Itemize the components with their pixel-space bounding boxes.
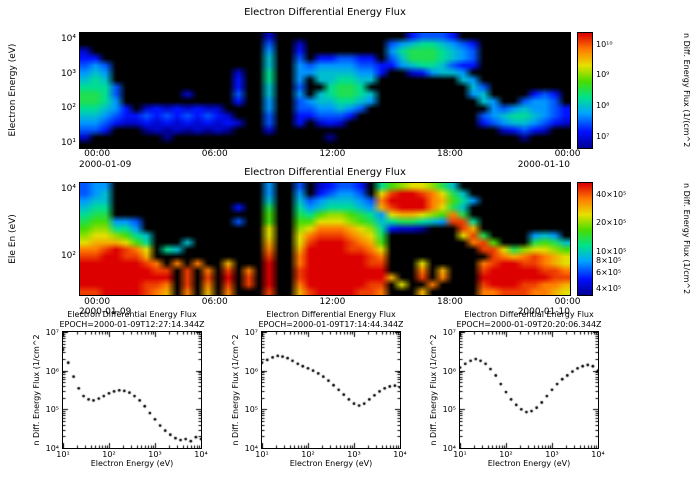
cut1-plot-area <box>62 331 202 449</box>
x-tick-label: 10¹ <box>56 450 70 459</box>
y-tick-label: 10⁵ <box>442 405 456 415</box>
x-tick-label: 10³ <box>347 450 361 459</box>
y-tick-label: 10⁶ <box>442 366 456 376</box>
x-tick-label: 12:00 <box>319 297 346 307</box>
x-tick-label: 00:00 <box>84 297 111 307</box>
spec1-colorbar <box>577 32 593 149</box>
cut2-x-axis-label: Electron Energy (eV) <box>289 459 373 468</box>
spec1-colorbar-label: n Diff. Energy Flux (1/(cm^2 <box>682 33 691 148</box>
cut1-epoch: EPOCH=2000-01-09T12:27:14.344Z <box>59 320 205 329</box>
y-tick-label: 10² <box>60 251 76 262</box>
cut2-scatter-canvas <box>262 332 400 448</box>
y-tick-label: 10⁴ <box>60 34 76 45</box>
cut2-plot-area <box>261 331 401 449</box>
cut3-y-axis-label: n Diff. Energy Flux (1/cm^2 <box>429 334 438 446</box>
cut2-y-axis-label: n Diff. Energy Flux (1/cm^2 <box>231 334 240 446</box>
spec2-colorbar <box>577 182 593 296</box>
spec1-end-date: 2000-01-10 <box>517 160 570 170</box>
y-tick-label: 10⁶ <box>45 366 59 376</box>
y-tick-label: 10⁵ <box>244 405 258 415</box>
x-tick-label: 06:00 <box>201 149 228 159</box>
colorbar-tick-label: 20×10⁵ <box>596 218 627 228</box>
x-tick-label: 18:00 <box>436 297 463 307</box>
x-tick-label: 10³ <box>148 450 162 459</box>
y-tick-label: 10⁴ <box>60 184 76 195</box>
cut2-epoch: EPOCH=2000-01-09T17:14:44.344Z <box>258 320 404 329</box>
y-tick-label: 10⁵ <box>45 405 59 415</box>
spec2-colorbar-canvas <box>578 183 592 295</box>
y-tick-label: 10⁷ <box>442 328 456 337</box>
colorbar-tick-label: 8×10⁵ <box>596 255 622 265</box>
y-tick-label: 10⁷ <box>45 328 59 337</box>
spec2-end-date: 2000-01-10 <box>517 307 570 317</box>
spec1-colorbar-canvas <box>578 33 592 148</box>
x-tick-label: 10³ <box>545 450 559 459</box>
spec1-plot-area <box>79 32 571 149</box>
colorbar-tick-label: 10⁷ <box>596 131 610 141</box>
colorbar-tick-label: 10×10⁵ <box>596 246 627 256</box>
cut3-scatter-canvas <box>460 332 598 448</box>
y-tick-label: 10⁷ <box>244 328 258 337</box>
cut3-epoch: EPOCH=2000-01-09T20:20:06.344Z <box>456 320 602 329</box>
x-tick-label: 10² <box>301 450 315 459</box>
spec2-heatmap-canvas <box>80 183 570 295</box>
y-tick-label: 10⁶ <box>244 366 258 376</box>
spec1-heatmap-canvas <box>80 33 570 148</box>
spec1-title: Electron Differential Energy Flux <box>244 7 406 18</box>
spec2-start-date: 2000-01-09 <box>79 307 132 317</box>
x-tick-label: 10² <box>102 450 116 459</box>
cut1-title: Electron Differential Energy Flux <box>67 310 197 319</box>
colorbar-tick-label: 4×10⁵ <box>596 284 622 294</box>
colorbar-tick-label: 10⁸ <box>596 101 610 111</box>
y-tick-label: 10⁴ <box>244 444 258 453</box>
x-tick-label: 18:00 <box>436 149 463 159</box>
cut3-plot-area <box>459 331 599 449</box>
y-tick-label: 10⁴ <box>442 444 456 453</box>
spec2-title: Electron Differential Energy Flux <box>244 167 406 178</box>
x-tick-label: 10⁴ <box>591 450 605 459</box>
spec1-y-axis-label: Electron Energy (eV) <box>8 43 18 137</box>
y-tick-label: 10¹ <box>60 137 76 148</box>
x-tick-label: 10⁴ <box>393 450 407 459</box>
x-tick-label: 10² <box>499 450 513 459</box>
cut3-x-axis-label: Electron Energy (eV) <box>487 459 571 468</box>
colorbar-tick-label: 10¹⁰ <box>596 39 613 49</box>
y-tick-label: 10³ <box>60 68 76 79</box>
colorbar-tick-label: 10⁹ <box>596 70 610 80</box>
spec2-plot-area <box>79 182 571 296</box>
cut2-title: Electron Differential Energy Flux <box>266 310 396 319</box>
x-tick-label: 00:00 <box>554 149 581 159</box>
spec2-colorbar-label: n Diff. Energy Flux (1/cm^2 <box>682 183 691 295</box>
spec2-y-axis-label: Ele En (eV) <box>8 214 18 264</box>
spec1-start-date: 2000-01-09 <box>79 160 132 170</box>
x-tick-label: 06:00 <box>201 297 228 307</box>
cut1-y-axis-label: n Diff. Energy Flux (1/cm^2 <box>32 334 41 446</box>
x-tick-label: 00:00 <box>554 297 581 307</box>
x-tick-label: 00:00 <box>84 149 111 159</box>
colorbar-tick-label: 6×10⁵ <box>596 267 622 277</box>
cut3-title: Electron Differential Energy Flux <box>464 310 594 319</box>
cut1-x-axis-label: Electron Energy (eV) <box>90 459 174 468</box>
x-tick-label: 10¹ <box>453 450 467 459</box>
x-tick-label: 10⁴ <box>194 450 208 459</box>
colorbar-tick-label: 40×10⁵ <box>596 190 627 200</box>
cut1-scatter-canvas <box>63 332 201 448</box>
x-tick-label: 10¹ <box>255 450 269 459</box>
y-tick-label: 10² <box>60 103 76 114</box>
x-tick-label: 12:00 <box>319 149 346 159</box>
y-tick-label: 10⁴ <box>45 444 59 453</box>
